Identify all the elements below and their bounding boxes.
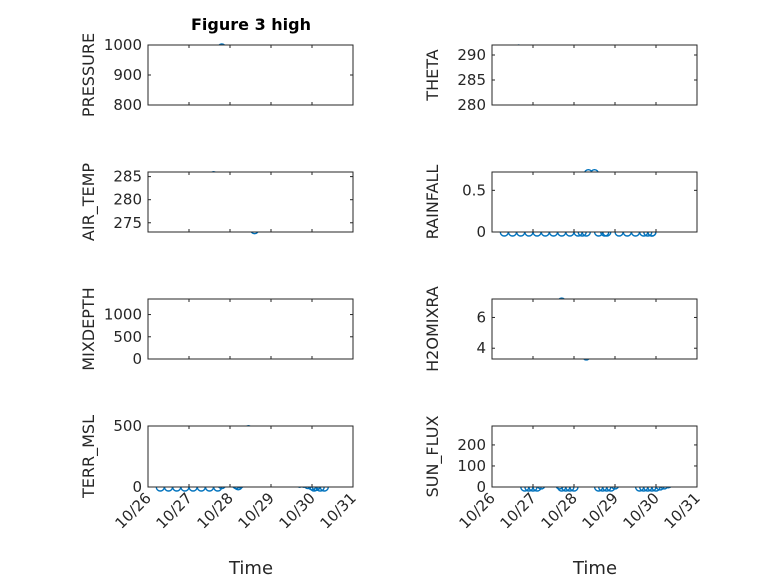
subplot-pressure: 800 900 1000 PRESSURE	[79, 33, 354, 117]
y-tick-label: 0	[476, 478, 486, 496]
y-axis-label: SUN_FLUX	[423, 416, 443, 498]
subplot-h2omixra: 4 6 H2OMIXRA	[423, 286, 698, 372]
y-tick-label: 500	[113, 328, 142, 346]
subplot-mixdepth: 0 500 1000 MIXDEPTH	[79, 287, 354, 371]
axes-frame	[491, 425, 698, 488]
y-tick-label: 100	[457, 457, 486, 475]
y-axis-label: AIR_TEMP	[79, 163, 99, 241]
y-tick-label: 275	[113, 214, 142, 232]
x-axis-label-left: Time	[228, 558, 273, 579]
y-tick-label: 1000	[104, 36, 142, 54]
y-axis-label: MIXDEPTH	[79, 287, 98, 370]
axes-frame	[491, 171, 698, 233]
axes-frame	[147, 171, 354, 233]
y-tick-label: 4	[476, 339, 486, 357]
y-tick-label: 290	[457, 46, 486, 64]
y-tick-label: 280	[457, 96, 486, 114]
figure-title: Figure 3 high	[191, 15, 311, 34]
y-tick-label: 500	[113, 417, 142, 435]
x-axis-label-right: Time	[572, 558, 617, 579]
y-tick-label: 285	[457, 71, 486, 89]
y-tick-label: 280	[113, 191, 142, 209]
y-tick-label: 1000	[104, 306, 142, 324]
y-tick-label: 0	[132, 478, 142, 496]
y-tick-label: 0	[476, 223, 486, 241]
y-tick-label: 0	[132, 350, 142, 368]
axes-frame	[491, 44, 698, 106]
axes-frame	[147, 298, 354, 360]
subplot-theta: 280 285 290 THETA	[423, 44, 698, 114]
y-tick-label: 285	[113, 168, 142, 186]
y-axis-label: TERR_MSL	[79, 415, 99, 499]
y-tick-label: 800	[113, 96, 142, 114]
y-tick-label: 900	[113, 66, 142, 84]
y-axis-label: PRESSURE	[79, 33, 98, 117]
axes-frame	[491, 298, 698, 360]
y-axis-label: H2OMIXRA	[423, 286, 442, 372]
subplot-air_temp: 275 280 285 AIR_TEMP	[79, 163, 354, 241]
axes-frame	[147, 44, 354, 106]
axes-frame	[147, 425, 354, 488]
y-axis-label: THETA	[423, 49, 442, 101]
subplot-rainfall: 0 0.5 RAINFALL	[423, 165, 698, 241]
y-axis-label: RAINFALL	[423, 165, 442, 240]
y-tick-label: 200	[457, 436, 486, 454]
y-tick-label: 6	[476, 308, 486, 326]
y-tick-label: 0.5	[462, 181, 486, 199]
